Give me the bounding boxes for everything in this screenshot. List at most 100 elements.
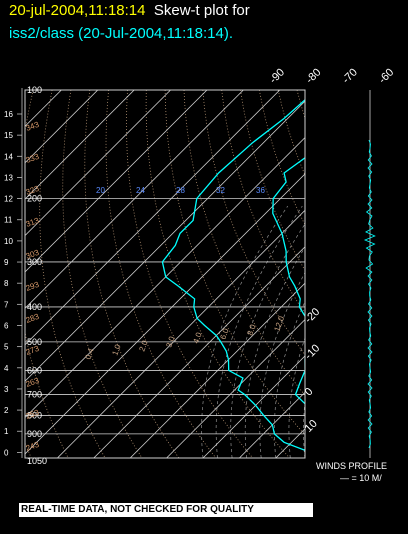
dewpoint-profile-line <box>161 99 305 452</box>
pressure-tick-label: 900 <box>27 429 42 439</box>
dry-adiabat-line <box>202 90 305 356</box>
dry-adiabat-label: 273 <box>25 344 41 357</box>
isotherm-line <box>129 282 305 458</box>
dry-adiabat-line <box>164 90 305 436</box>
dry-adiabat-line <box>145 90 290 458</box>
dry-adiabat-label: 243 <box>25 440 41 453</box>
moist-adiabat-label: 12.0 <box>272 314 286 332</box>
title-timestamp: 20-jul-2004,11:18:14 <box>9 2 146 19</box>
dry-adiabat-label: 313 <box>25 216 41 229</box>
moist-adiabat-label: 2.0 <box>137 339 149 353</box>
dry-adiabat-label: 303 <box>25 248 41 261</box>
altitude-tick-label: 1 <box>4 427 9 436</box>
isotherm-line <box>25 90 62 127</box>
isotherm-line <box>25 173 305 455</box>
pressure-tick-label: 800 <box>27 410 42 420</box>
pressure-tick-label: 500 <box>27 337 42 347</box>
temperature-tick-label: -60 <box>377 66 397 86</box>
dry-adiabat-line <box>25 90 69 458</box>
altitude-tick-label: 7 <box>4 300 9 309</box>
moist-adiabat-label: 6.0 <box>218 327 230 341</box>
dry-adiabat-label: 263 <box>25 376 41 389</box>
moist-adiabat-label: 8.0 <box>245 323 257 337</box>
altitude-tick-label: 5 <box>4 343 9 352</box>
dry-adiabat-label: 283 <box>25 312 41 325</box>
altitude-tick-label: 0 <box>4 448 9 457</box>
moist-adiabat-line <box>347 206 408 458</box>
temperature-tick-label: -80 <box>304 66 324 86</box>
dry-adiabat-line <box>296 90 305 120</box>
moist-adiabat-line <box>230 223 305 458</box>
moist-adiabat-line <box>259 271 305 458</box>
dry-adiabat-line <box>240 90 305 271</box>
moist-adiabat-label: 0.4 <box>83 347 95 361</box>
pressure-tick-label: 600 <box>27 365 42 375</box>
moist-adiabat-label: 4.0 <box>191 331 203 345</box>
moist-adiabat-line <box>215 205 303 458</box>
isotherm-line <box>166 318 305 458</box>
isotherm-line <box>25 90 281 346</box>
dry-adiabat-label: 293 <box>25 280 41 293</box>
dry-adiabat-line <box>84 90 180 458</box>
moist-adiabat-line <box>303 398 305 458</box>
isotherm-line <box>93 246 305 458</box>
altitude-tick-label: 13 <box>4 173 13 182</box>
pressure-tick-label: 200 <box>27 193 42 203</box>
altitude-tick-label: 15 <box>4 131 13 140</box>
dry-adiabat-line <box>372 90 408 458</box>
isotherm-line <box>385 90 408 458</box>
isotherm-line <box>25 90 99 164</box>
isotherm-line <box>312 90 408 458</box>
isotherm-line <box>349 90 408 458</box>
isotherm-line <box>25 90 208 273</box>
moist-adiabat-line <box>244 246 305 458</box>
pressure-tick-label: 1050 <box>27 456 47 466</box>
temperature-tick-label: -10 <box>303 342 323 362</box>
mixing-ratio-label: 20 <box>96 186 105 195</box>
altitude-tick-label: 10 <box>4 237 13 246</box>
moist-adiabat-label: 3.0 <box>164 335 176 349</box>
temperature-tick-label: -90 <box>267 66 287 86</box>
dry-adiabat-label: 253 <box>25 408 41 421</box>
altitude-tick-label: 2 <box>4 406 9 415</box>
isotherm-line <box>25 136 305 419</box>
dry-adiabat-line <box>62 90 143 458</box>
isotherm-line <box>275 428 305 458</box>
isotherm-line <box>239 391 305 458</box>
isotherm-line <box>25 90 171 237</box>
pressure-tick-label: 400 <box>27 302 42 312</box>
dry-adiabat-label: 323 <box>25 184 41 197</box>
plot-frame <box>24 89 306 459</box>
pressure-tick-label: 700 <box>27 390 42 400</box>
dry-adiabat-line <box>105 90 217 458</box>
temperature-tick-label: -70 <box>340 66 360 86</box>
moist-adiabat-line <box>318 206 404 458</box>
pressure-tick-label: 300 <box>27 257 42 267</box>
dry-adiabat-line <box>183 90 305 396</box>
dry-adiabat-line <box>39 90 106 458</box>
altitude-tick-label: 9 <box>4 258 9 267</box>
isotherm-line <box>25 100 305 382</box>
altitude-tick-label: 14 <box>4 152 13 161</box>
dry-adiabat-line <box>391 90 408 458</box>
moist-adiabat-line <box>274 300 305 458</box>
moist-adiabat-line <box>201 205 288 458</box>
isotherm-line <box>57 209 305 458</box>
moist-adiabat-label: 1.0 <box>110 343 122 357</box>
dry-adiabat-line <box>335 90 408 458</box>
mixing-ratio-label: 24 <box>136 186 145 195</box>
winds-profile-label: WINDS PROFILE <box>316 461 388 471</box>
altitude-tick-label: 6 <box>4 321 9 330</box>
dry-adiabat-label: 343 <box>25 120 41 133</box>
mixing-ratio-label: 32 <box>216 186 225 195</box>
winds-profile-trace <box>363 139 376 449</box>
winds-profile-scale: — = 10 M/ <box>340 473 382 483</box>
altitude-tick-label: 4 <box>4 364 9 373</box>
pressure-tick-label: 100 <box>27 85 42 95</box>
chart-subtitle: iss2/class (20-Jul-2004,11:18:14). <box>9 25 234 42</box>
altitude-tick-label: 11 <box>4 216 13 225</box>
quality-warning-banner: REAL-TIME DATA, NOT CHECKED FOR QUALITY <box>19 503 313 517</box>
moist-adiabat-line <box>288 336 305 458</box>
altitude-tick-label: 3 <box>4 385 9 394</box>
